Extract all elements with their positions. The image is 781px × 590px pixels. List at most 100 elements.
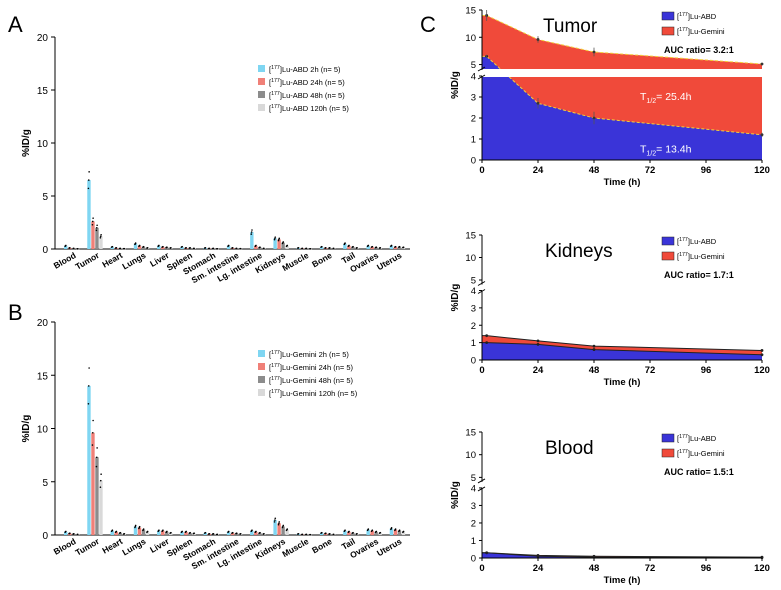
data-point-b: [212, 533, 215, 535]
data-point-b: [91, 444, 94, 446]
bar-a: [393, 246, 398, 249]
data-point-a: [189, 247, 191, 249]
y-tick-label-a: 0: [42, 245, 48, 256]
data-point-b: [371, 529, 374, 532]
chart-title-tumor: Tumor: [543, 16, 598, 37]
bar-b: [180, 531, 184, 535]
data-point-b: [348, 530, 350, 533]
data-point-b: [193, 532, 195, 535]
data-point-a: [77, 247, 79, 250]
legend-label-kidneys-isotope: 177: [679, 237, 688, 243]
bar-b: [250, 530, 254, 535]
x-tick-label-tumor: 120: [754, 165, 770, 176]
data-point-a: [250, 231, 253, 233]
legend-label-b: [177]Lu-Gemini 2h (n= 5): [269, 350, 349, 359]
data-point-a: [170, 247, 172, 249]
data-point-a: [367, 244, 370, 247]
y-tick-label-kidneys: 2: [471, 321, 476, 332]
half-life-subscript: 1/2: [646, 151, 656, 158]
point-gemini-kidneys: [592, 344, 596, 348]
data-point-a: [274, 237, 276, 240]
chart-title-blood: Blood: [545, 438, 594, 459]
data-point-a: [216, 247, 219, 250]
y-tick-label-blood: 15: [465, 428, 476, 439]
data-point-a: [227, 244, 230, 247]
point-gemini-kidneys: [485, 334, 489, 338]
legend-label-b: [177]Lu-Gemini 24h (n= 5): [269, 363, 354, 372]
data-point-b: [398, 529, 401, 532]
data-point-a: [69, 247, 71, 249]
data-point-a: [166, 246, 168, 249]
data-point-a: [91, 220, 94, 223]
data-point-a: [250, 233, 253, 235]
data-point-b: [204, 531, 207, 534]
bar-b: [110, 530, 114, 535]
data-point-b: [216, 533, 219, 536]
bar-a: [273, 238, 277, 249]
data-point-b: [344, 529, 346, 532]
y-tick-label-b: 20: [37, 318, 49, 329]
y-tick-label-blood: 0: [471, 554, 476, 565]
legend-label-a-isotope: 177: [271, 104, 280, 110]
bar-a: [254, 245, 258, 249]
bar-b: [64, 531, 68, 535]
auc-ratio-blood: AUC ratio= 1.5:1: [664, 467, 734, 477]
legend-label-kidneys: [177]Lu-Gemini: [677, 252, 725, 261]
data-point-b: [73, 533, 75, 535]
bar-b: [254, 531, 258, 535]
bar-b: [226, 531, 231, 535]
legend-swatch-kidneys: [661, 236, 675, 246]
y-axis-label-tumor: %ID/g: [450, 71, 461, 99]
legend-swatch-tumor: [661, 26, 675, 36]
data-point-a: [332, 247, 335, 250]
axis-break-mark-tumor: [477, 66, 486, 72]
x-tick-label-a: Muscle: [280, 250, 310, 273]
data-point-b: [162, 529, 164, 532]
legend-label-tumor-isotope: 177: [679, 27, 688, 33]
data-point-b: [142, 528, 145, 530]
legend-label-kidneys-isotope: 177: [679, 252, 688, 258]
point-abd-blood: [485, 551, 489, 555]
x-tick-label-blood: 96: [701, 563, 712, 574]
legend-label-a: [177]Lu-ABD 120h (n= 5): [269, 104, 349, 113]
x-axis-label-blood: Time (h): [604, 575, 641, 586]
y-tick-label-blood: 3: [471, 501, 476, 512]
legend-swatch-blood: [661, 448, 675, 458]
legend-label-a-text: Lu-ABD 24h (n= 5): [282, 78, 345, 87]
legend-swatch-b: [258, 363, 265, 370]
bar-a: [87, 180, 91, 249]
bar-b: [68, 533, 72, 535]
bar-a: [389, 245, 394, 249]
bar-a: [165, 247, 169, 249]
bar-b: [343, 530, 347, 535]
data-point-a: [181, 245, 183, 248]
bar-b: [141, 529, 146, 535]
legend-swatch-a: [258, 78, 265, 85]
bar-a: [343, 243, 347, 249]
legend-label-tumor: [177]Lu-ABD: [677, 12, 717, 21]
y-axis-label-kidneys: %ID/g: [450, 284, 461, 312]
legend-label-b-isotope: 177: [271, 376, 280, 382]
legend-label-blood-text: Lu-ABD: [690, 434, 717, 443]
legend-label-kidneys-text: Lu-ABD: [690, 237, 717, 246]
data-point-b: [138, 525, 141, 528]
data-point-a: [356, 247, 358, 249]
point-abd-kidneys: [592, 348, 596, 351]
axis-break-band-tumor: [482, 69, 762, 77]
bar-a: [347, 245, 351, 249]
data-point-a: [282, 241, 285, 243]
data-point-a: [100, 233, 102, 236]
bar-b: [165, 531, 169, 535]
data-point-a: [115, 247, 118, 249]
data-point-b: [367, 528, 370, 530]
data-point-b: [251, 529, 253, 532]
half-life-abd-value: = 13.4h: [656, 144, 691, 156]
data-point-a: [235, 247, 238, 250]
data-point-a: [390, 244, 393, 247]
data-point-b: [115, 530, 118, 533]
x-tick-label-kidneys: 72: [645, 365, 656, 376]
y-tick-label-a: 20: [37, 33, 49, 44]
y-tick-label-kidneys: 1: [471, 338, 476, 349]
legend-label-tumor-text: Lu-ABD: [690, 12, 717, 21]
data-point-b: [263, 533, 265, 535]
